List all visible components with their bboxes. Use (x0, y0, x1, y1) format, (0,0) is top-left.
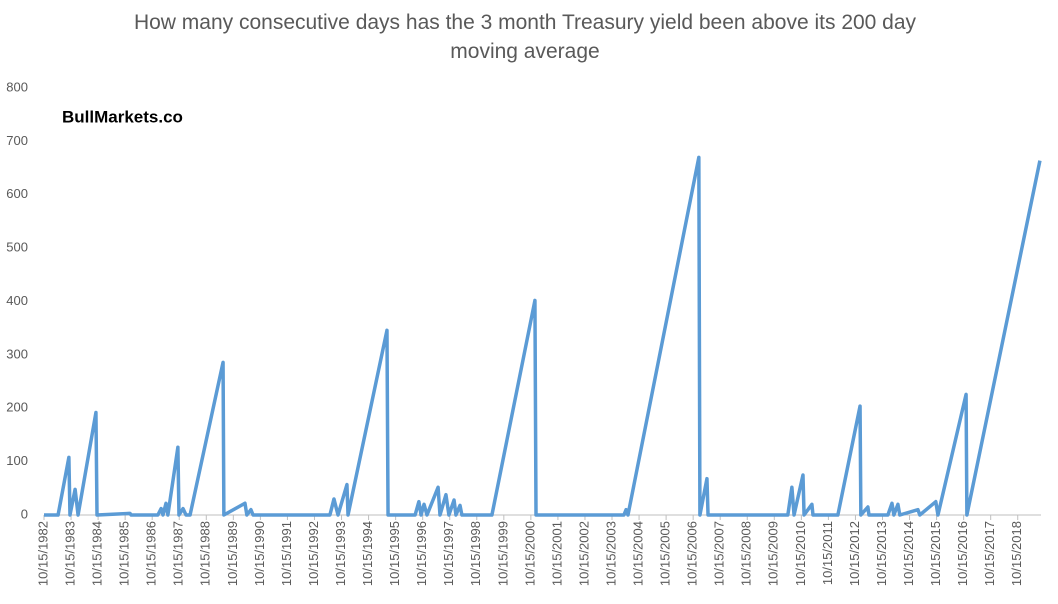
x-tick-label: 10/15/1989 (225, 521, 240, 586)
x-tick-label: 10/15/2012 (847, 521, 862, 586)
x-tick-label: 10/15/1982 (35, 521, 50, 586)
y-tick-label: 400 (6, 293, 28, 308)
x-tick-label: 10/15/1992 (306, 521, 321, 586)
y-tick-label: 600 (6, 186, 28, 201)
x-tick-label: 10/15/1985 (117, 521, 132, 586)
data-line (44, 155, 1042, 517)
y-tick-label: 500 (6, 240, 28, 255)
x-tick-label: 10/15/2010 (793, 521, 808, 586)
x-tick-label: 10/15/2006 (685, 521, 700, 586)
x-tick-label: 10/15/2004 (630, 521, 645, 586)
x-tick-label: 10/15/2011 (820, 521, 835, 585)
x-tick-label: 10/15/1993 (333, 521, 348, 586)
x-tick-label: 10/15/1987 (171, 521, 186, 586)
x-tick-label: 10/15/1986 (144, 521, 159, 586)
x-tick-label: 10/15/1997 (441, 521, 456, 586)
x-tick-label: 10/15/1990 (252, 521, 267, 586)
x-tick-label: 10/15/2008 (739, 521, 754, 586)
x-tick-label: 10/15/2009 (766, 521, 781, 586)
x-tick-label: 10/15/2001 (549, 521, 564, 586)
x-tick-label: 10/15/2003 (603, 521, 618, 586)
y-tick-label: 300 (6, 346, 28, 361)
x-tick-label: 10/15/2002 (576, 521, 591, 586)
y-tick-label: 800 (6, 79, 28, 94)
x-tick-label: 10/15/2005 (658, 521, 673, 586)
x-tick-label: 10/15/1983 (62, 521, 77, 586)
x-tick-label: 10/15/2016 (955, 521, 970, 586)
x-tick-label: 10/15/1998 (468, 521, 483, 586)
chart-title: How many consecutive days has the 3 mont… (133, 11, 917, 63)
x-tick-label: 10/15/2018 (1009, 521, 1024, 586)
y-tick-label: 200 (6, 400, 28, 415)
x-tick-label: 10/15/2007 (712, 521, 727, 586)
x-tick-label: 10/15/1999 (495, 521, 510, 586)
y-tick-label: 100 (6, 453, 28, 468)
x-tick-label: 10/15/1995 (387, 521, 402, 586)
x-tick-label: 10/15/1988 (198, 521, 213, 586)
y-tick-label: 0 (21, 506, 28, 521)
x-tick-label: 10/15/2013 (874, 521, 889, 586)
x-tick-label: 10/15/2017 (982, 521, 997, 586)
x-tick-label: 10/15/2015 (928, 521, 943, 586)
x-tick-label: 10/15/1984 (90, 521, 105, 586)
x-tick-label: 10/15/2000 (522, 521, 537, 586)
y-tick-label: 700 (6, 133, 28, 148)
x-tick-label: 10/15/1996 (414, 521, 429, 586)
annotation: BullMarkets.co (62, 107, 183, 126)
x-tick-label: 10/15/1994 (360, 521, 375, 586)
x-tick-label: 10/15/2014 (901, 521, 916, 586)
x-tick-label: 10/15/1991 (279, 521, 294, 586)
